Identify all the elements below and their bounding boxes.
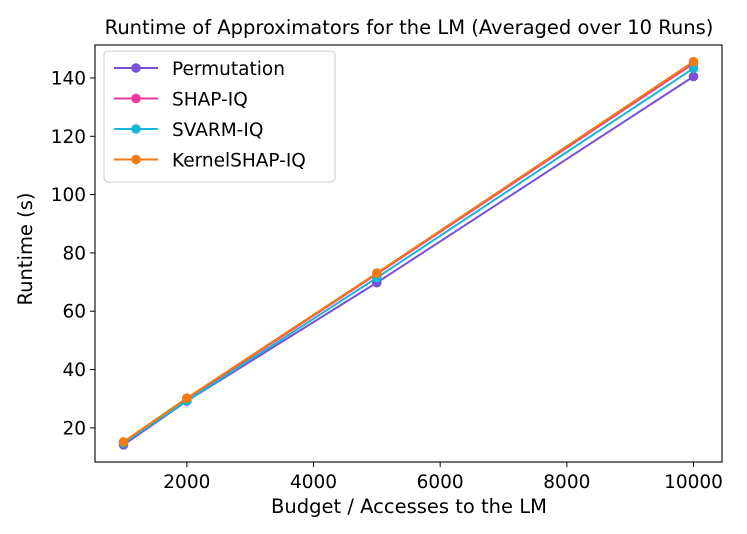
legend-marker: [131, 124, 141, 134]
x-axis-ticks: 2000 4000 6000 8000 10000: [163, 462, 723, 493]
data-point: [182, 393, 192, 403]
x-tick-label: 2000: [163, 472, 210, 493]
plot-area: [94, 44, 723, 463]
plot-frame: [94, 44, 723, 463]
series-line: [122, 60, 695, 443]
y-axis-label: Runtime (s): [14, 192, 37, 305]
legend-label: SVARM-IQ: [172, 120, 263, 141]
series-line: [122, 67, 695, 444]
legend-marker: [131, 154, 141, 165]
y-tick-label: 120: [51, 127, 86, 148]
legend-label: Permutation: [172, 59, 285, 80]
chart-title: Runtime of Approximators for the LM (Ave…: [105, 16, 714, 39]
y-axis-ticks: 20 40 60 80 100 120 140: [51, 68, 95, 439]
y-tick-label: 140: [51, 68, 86, 89]
legend-label: SHAP-IQ: [172, 90, 248, 111]
legend-item: SHAP-IQ: [114, 90, 248, 111]
y-tick-label: 100: [51, 185, 86, 206]
data-point: [688, 56, 699, 67]
x-tick-label: 4000: [290, 472, 337, 493]
series-layer: [118, 56, 699, 450]
legend-marker: [131, 93, 141, 104]
y-tick-label: 20: [62, 418, 86, 439]
legend-marker: [131, 63, 141, 73]
y-tick-label: 80: [62, 243, 86, 264]
data-point: [118, 437, 129, 447]
y-tick-label: 60: [62, 302, 86, 323]
legend: Permutation SHAP-IQ SVARM-IQ KernelSHAP-IQ: [103, 50, 336, 183]
legend-label: KernelSHAP-IQ: [172, 151, 306, 172]
legend-item: KernelSHAP-IQ: [114, 151, 306, 172]
legend-item: SVARM-IQ: [114, 120, 263, 141]
x-axis-label: Budget / Accesses to the LM: [271, 495, 547, 518]
data-point: [372, 268, 382, 278]
y-tick-label: 40: [62, 360, 86, 381]
x-tick-label: 8000: [543, 472, 590, 493]
data-point: [688, 71, 699, 82]
series-kernelshap-iq: [118, 56, 699, 447]
legend-item: Permutation: [114, 59, 285, 80]
legend-box: [103, 50, 336, 183]
data-point: [688, 63, 699, 74]
x-tick-label: 6000: [417, 472, 464, 493]
x-tick-label: 10000: [664, 472, 723, 493]
